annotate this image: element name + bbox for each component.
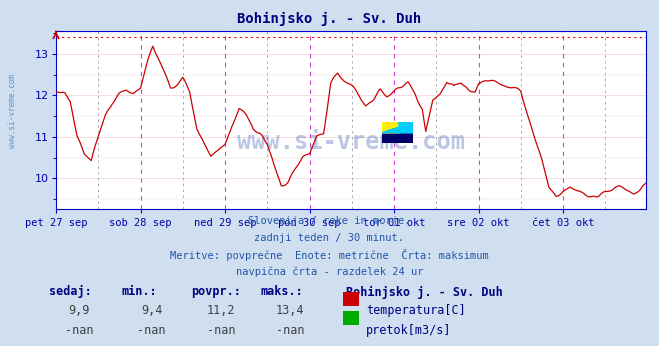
Text: Slovenija / reke in morje.: Slovenija / reke in morje. (248, 216, 411, 226)
Polygon shape (382, 122, 413, 133)
Text: -nan: -nan (206, 324, 235, 337)
Text: www.si-vreme.com: www.si-vreme.com (237, 130, 465, 154)
Text: navpična črta - razdelek 24 ur: navpična črta - razdelek 24 ur (236, 266, 423, 276)
Text: 9,4: 9,4 (141, 304, 162, 318)
Text: Meritve: povprečne  Enote: metrične  Črta: maksimum: Meritve: povprečne Enote: metrične Črta:… (170, 249, 489, 262)
Polygon shape (382, 122, 413, 133)
Text: maks.:: maks.: (260, 285, 303, 299)
Text: min.:: min.: (122, 285, 158, 299)
Polygon shape (397, 122, 413, 133)
Polygon shape (382, 122, 397, 133)
Text: -nan: -nan (65, 324, 94, 337)
Text: Bohinjsko j. - Sv. Duh: Bohinjsko j. - Sv. Duh (237, 12, 422, 26)
Text: povpr.:: povpr.: (191, 285, 241, 299)
Text: temperatura[C]: temperatura[C] (366, 304, 465, 318)
Text: 11,2: 11,2 (206, 304, 235, 318)
Polygon shape (382, 133, 413, 143)
Text: Bohinjsko j. - Sv. Duh: Bohinjsko j. - Sv. Duh (346, 285, 503, 299)
Text: www.si-vreme.com: www.si-vreme.com (8, 74, 17, 148)
Text: 9,9: 9,9 (69, 304, 90, 318)
Polygon shape (382, 122, 397, 133)
Text: pretok[m3/s]: pretok[m3/s] (366, 324, 451, 337)
Polygon shape (397, 122, 413, 133)
Text: -nan: -nan (137, 324, 166, 337)
Text: -nan: -nan (275, 324, 304, 337)
Polygon shape (397, 122, 413, 133)
Text: sedaj:: sedaj: (49, 285, 92, 299)
Text: zadnji teden / 30 minut.: zadnji teden / 30 minut. (254, 233, 405, 243)
Text: 13,4: 13,4 (275, 304, 304, 318)
